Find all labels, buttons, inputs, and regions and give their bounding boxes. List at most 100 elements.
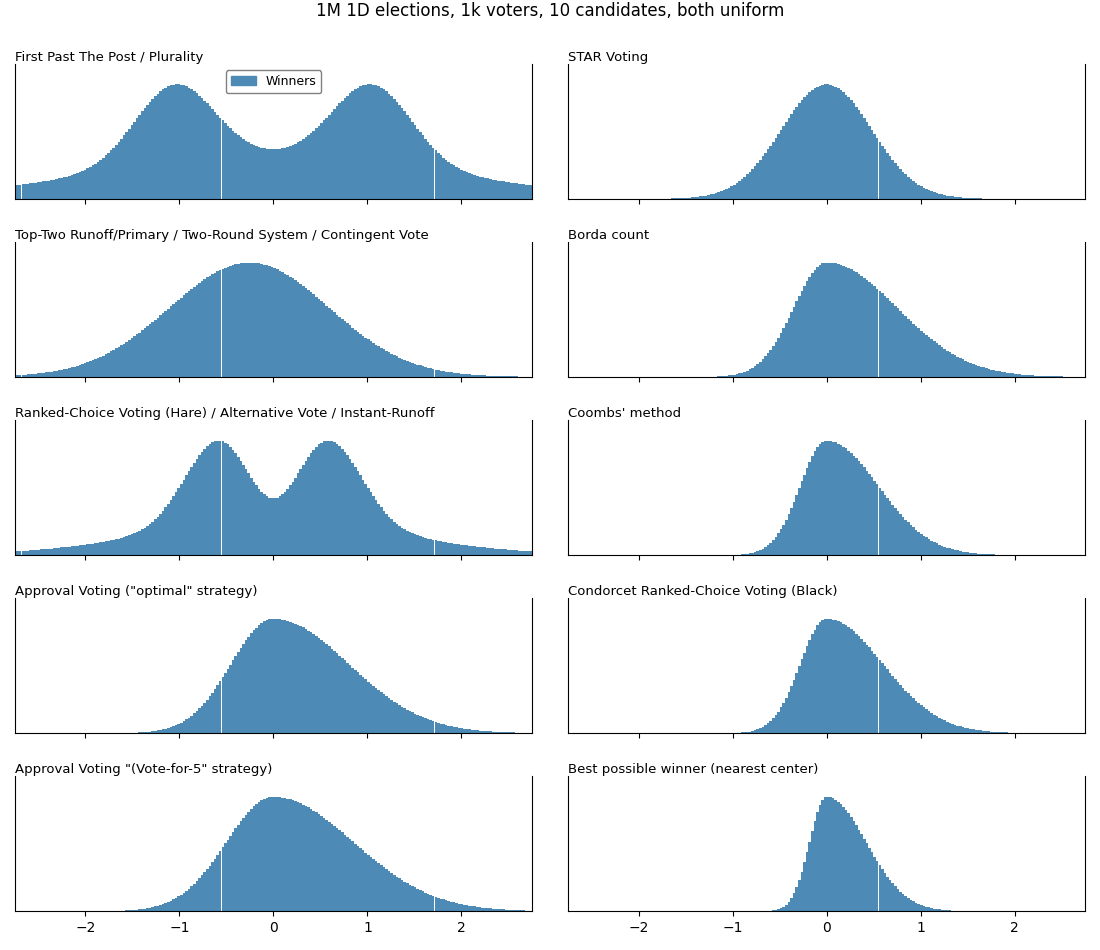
Bar [383,694,385,733]
Bar [289,621,292,733]
Bar [227,267,229,377]
Bar [482,907,484,911]
Bar [769,145,772,199]
Bar [902,517,904,555]
Bar [192,287,196,377]
Bar [200,452,204,555]
Bar [372,343,375,377]
Bar [167,309,169,377]
Bar [408,884,411,911]
Bar [896,511,900,555]
Bar [219,851,221,911]
Bar [858,636,860,733]
Bar [177,85,180,199]
Bar [360,475,362,555]
Bar [370,857,372,911]
Bar [427,539,429,555]
Bar [515,910,518,911]
Bar [47,549,51,555]
Bar [305,461,307,555]
Bar [95,163,97,199]
Bar [484,731,486,733]
Bar [850,101,853,199]
Bar [931,541,933,555]
Bar [175,898,177,911]
Bar [47,372,51,377]
Bar [908,694,910,733]
Bar [478,177,481,199]
Bar [961,552,965,555]
Bar [404,708,406,733]
Bar [429,144,432,199]
Bar [229,266,232,377]
Bar [785,122,788,199]
Bar [728,375,730,377]
Bar [801,872,803,911]
Bar [764,547,767,555]
Bar [910,321,912,377]
Bar [894,163,896,199]
Bar [24,374,26,377]
Bar [795,495,798,555]
Bar [887,153,889,199]
Bar [793,502,795,555]
Bar [780,708,782,733]
Bar [993,732,996,733]
Bar [97,358,99,377]
Bar [370,684,372,733]
Bar [227,125,229,199]
Bar [967,552,969,555]
Bar [42,181,45,199]
Bar [238,264,240,377]
Bar [829,85,832,199]
Bar [315,636,318,733]
Bar [404,529,406,555]
Bar [520,184,522,199]
Bar [956,356,959,377]
Bar [862,839,866,911]
Bar [822,85,824,199]
Bar [68,176,70,199]
Bar [754,366,757,377]
Bar [135,119,139,199]
Bar [944,910,946,911]
Bar [367,85,370,199]
Bar [188,291,190,377]
Bar [268,149,271,199]
Bar [492,908,494,911]
Bar [406,115,408,199]
Bar [855,826,858,911]
Bar [492,180,494,199]
Bar [354,844,356,911]
Bar [152,907,154,911]
Bar [469,545,471,555]
Bar [427,142,429,199]
Bar [912,902,915,911]
Bar [837,802,839,911]
Bar [764,726,767,733]
Bar [396,356,398,377]
Bar [372,85,375,199]
Bar [204,703,206,733]
Bar [486,375,490,377]
Bar [969,729,972,733]
Bar [245,469,248,555]
Text: Coombs' method: Coombs' method [568,408,681,420]
Bar [238,825,240,911]
Bar [211,693,213,733]
Bar [37,182,40,199]
Bar [414,713,416,733]
Bar [780,130,782,199]
Bar [112,540,115,555]
Bar [416,889,419,911]
Bar [814,630,816,733]
Bar [312,449,315,555]
Bar [889,673,891,733]
Bar [530,185,533,199]
Bar [351,328,354,377]
Bar [915,902,917,911]
Bar [515,550,518,555]
Bar [346,663,349,733]
Bar [876,656,879,733]
Bar [255,804,257,911]
